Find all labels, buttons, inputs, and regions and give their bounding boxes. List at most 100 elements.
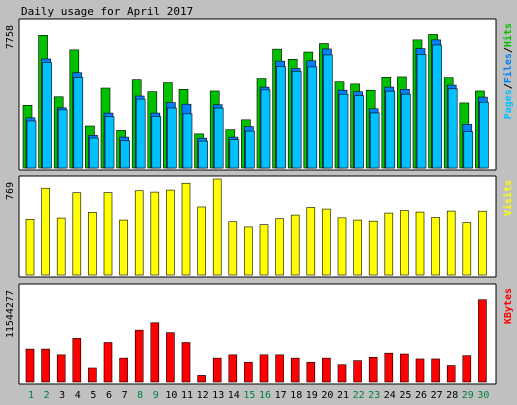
bar-visits-day-19 xyxy=(306,207,316,276)
bar-pages-day-29 xyxy=(463,131,474,169)
chart-title: Daily usage for April 2017 xyxy=(21,5,193,18)
bar-pages-day-30 xyxy=(479,101,489,169)
bar-pages-day-19 xyxy=(307,66,318,169)
bar-visits-day-23 xyxy=(368,220,378,276)
x-tick-label-day-20: 20 xyxy=(321,390,333,401)
bar-visits-day-25 xyxy=(400,210,409,276)
x-tick-label-day-12: 12 xyxy=(197,390,209,401)
x-tick-label-day-26: 26 xyxy=(415,390,427,401)
bar-pages-day-5 xyxy=(89,137,99,169)
legend-visits-visits: Visits xyxy=(502,180,514,216)
bar-pages-day-3 xyxy=(57,109,68,169)
bar-visits-day-11 xyxy=(181,182,191,276)
bar-visits-day-7 xyxy=(119,219,128,276)
bar-visits-day-15 xyxy=(244,226,253,276)
bar-kbytes-day-18 xyxy=(290,357,300,383)
legend-main: Pages/Files/Hits xyxy=(502,23,514,119)
bar-kbytes-day-29 xyxy=(462,355,472,383)
bar-kbytes-day-22 xyxy=(353,360,362,383)
x-tick-label-day-27: 27 xyxy=(431,390,443,401)
bar-pages-day-12 xyxy=(198,140,208,169)
bar-visits-day-17 xyxy=(275,218,284,276)
x-tick-label-day-13: 13 xyxy=(212,390,224,401)
bar-visits-day-16 xyxy=(259,224,269,276)
bar-kbytes-day-13 xyxy=(212,357,222,383)
x-tick-label-day-1: 1 xyxy=(28,390,34,401)
bar-pages-day-25 xyxy=(401,93,411,169)
bar-visits-day-6 xyxy=(103,192,113,276)
bar-pages-day-7 xyxy=(120,140,130,169)
x-tick-label-day-30: 30 xyxy=(477,390,489,401)
x-tick-label-day-16: 16 xyxy=(259,390,271,401)
bar-kbytes-day-2 xyxy=(41,348,50,383)
x-tick-label-day-9: 9 xyxy=(153,390,159,401)
bar-pages-day-6 xyxy=(104,116,115,169)
x-tick-label-day-22: 22 xyxy=(353,390,365,401)
x-tick-label-day-25: 25 xyxy=(399,390,411,401)
bar-pages-day-27 xyxy=(432,44,442,169)
x-tick-label-day-21: 21 xyxy=(337,390,349,401)
x-tick-label-day-18: 18 xyxy=(290,390,302,401)
bar-pages-day-15 xyxy=(245,130,255,169)
x-tick-label-day-8: 8 xyxy=(137,390,143,401)
x-tick-label-day-7: 7 xyxy=(122,390,128,401)
bar-kbytes-day-14 xyxy=(228,354,238,383)
bar-pages-day-18 xyxy=(291,71,302,169)
bar-visits-day-12 xyxy=(197,206,206,276)
bar-pages-day-23 xyxy=(369,112,380,169)
legend-main-pages: Pages xyxy=(503,89,514,119)
bar-pages-day-24 xyxy=(385,90,396,169)
x-tick-label-day-28: 28 xyxy=(446,390,458,401)
x-tick-label-day-10: 10 xyxy=(165,390,177,401)
bar-visits-day-18 xyxy=(290,214,300,276)
bar-kbytes-day-30 xyxy=(478,299,487,383)
bar-pages-day-26 xyxy=(416,54,427,169)
x-tick-label-day-6: 6 xyxy=(106,390,112,401)
legend-kbytes-kbytes: KBytes xyxy=(503,288,514,324)
bar-kbytes-day-10 xyxy=(166,332,175,383)
bar-visits-day-8 xyxy=(134,190,144,276)
bar-visits-day-26 xyxy=(415,211,425,276)
bar-pages-day-2 xyxy=(42,62,52,169)
bar-visits-day-2 xyxy=(41,187,50,276)
x-tick-label-day-15: 15 xyxy=(243,390,255,401)
bar-kbytes-day-23 xyxy=(368,357,378,383)
bar-kbytes-day-27 xyxy=(431,358,440,383)
bar-kbytes-day-21 xyxy=(337,364,347,383)
bar-kbytes-day-12 xyxy=(197,375,206,383)
x-tick-label-day-11: 11 xyxy=(181,390,193,401)
bar-pages-day-22 xyxy=(354,95,364,169)
y-max-label-visits: 769 xyxy=(5,182,16,200)
legend-kbytes: KBytes xyxy=(503,288,514,324)
bar-kbytes-day-16 xyxy=(259,354,269,383)
x-tick-label-day-19: 19 xyxy=(306,390,318,401)
bar-kbytes-day-9 xyxy=(150,322,160,383)
bar-kbytes-day-28 xyxy=(446,365,456,383)
x-tick-label-day-14: 14 xyxy=(228,390,240,401)
bar-visits-day-20 xyxy=(322,208,331,276)
bar-pages-day-13 xyxy=(213,107,224,169)
y-max-label-kbytes: 11544277 xyxy=(5,290,16,338)
bar-kbytes-day-7 xyxy=(119,357,128,383)
bar-kbytes-day-19 xyxy=(306,361,316,383)
bar-kbytes-day-4 xyxy=(72,338,82,383)
bar-kbytes-day-6 xyxy=(103,342,113,383)
x-tick-label-day-3: 3 xyxy=(59,390,65,401)
bar-kbytes-day-24 xyxy=(384,352,394,383)
bar-pages-day-17 xyxy=(276,66,286,169)
bar-pages-day-4 xyxy=(73,77,84,169)
bar-pages-day-16 xyxy=(260,89,271,169)
bar-kbytes-day-11 xyxy=(181,342,191,383)
bar-visits-day-5 xyxy=(88,212,97,276)
bar-visits-day-4 xyxy=(72,192,82,276)
bar-pages-day-11 xyxy=(182,113,193,169)
x-tick-label-day-29: 29 xyxy=(462,390,474,401)
bar-pages-day-14 xyxy=(229,139,240,169)
bar-kbytes-day-8 xyxy=(134,329,144,383)
bar-kbytes-day-17 xyxy=(275,354,284,383)
x-tick-label-day-2: 2 xyxy=(44,390,50,401)
x-tick-label-day-24: 24 xyxy=(384,390,396,401)
bar-visits-day-28 xyxy=(446,210,456,276)
bar-pages-day-10 xyxy=(167,107,177,169)
